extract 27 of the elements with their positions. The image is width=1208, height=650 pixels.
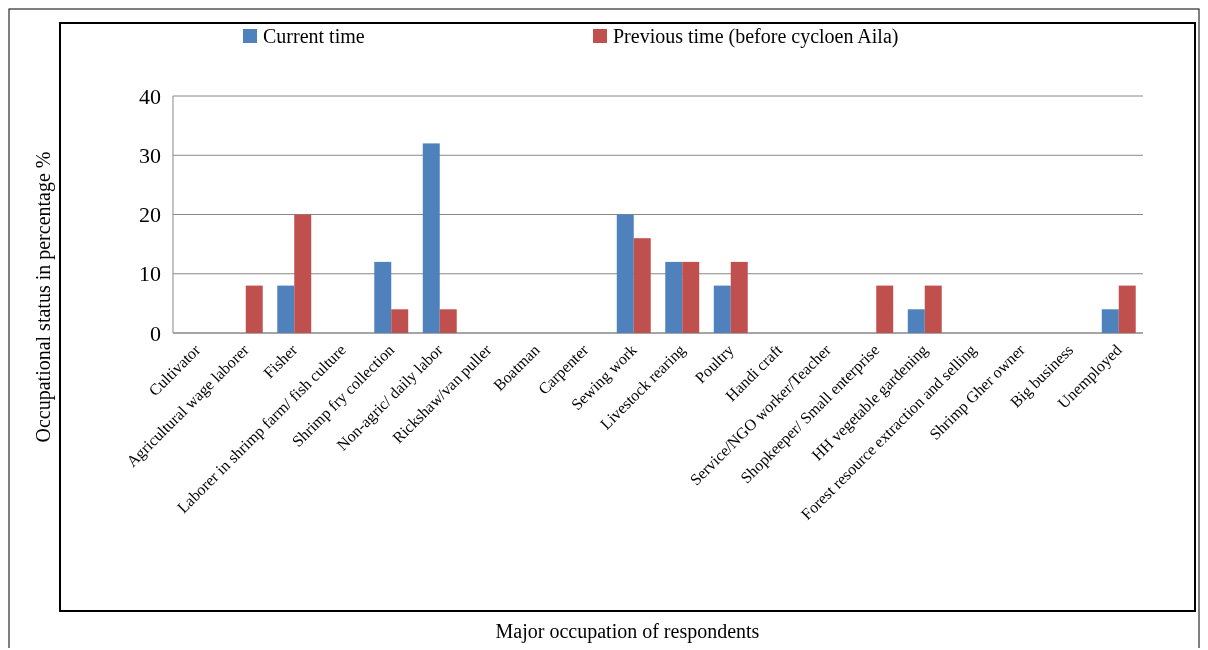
y-tick-label: 0 [150, 320, 161, 346]
bar [907, 309, 925, 333]
bar [633, 238, 651, 333]
bar [439, 309, 457, 333]
bar [1101, 309, 1119, 333]
bar [1118, 285, 1136, 333]
y-tick-label: 40 [139, 83, 161, 109]
y-tick-label: 10 [139, 261, 161, 287]
bar [277, 285, 295, 333]
x-axis-title: Major occupation of respondents [495, 620, 760, 643]
bar [924, 285, 942, 333]
bar [245, 285, 263, 333]
bar [616, 214, 634, 333]
legend-label: Current time [263, 25, 365, 47]
bar [374, 261, 392, 333]
y-tick-label: 20 [139, 202, 161, 228]
bar [294, 214, 312, 333]
bar [876, 285, 894, 333]
bar [665, 261, 683, 333]
bar [713, 285, 731, 333]
legend-label: Previous time (before cycloen Aila) [613, 25, 899, 48]
bar [391, 309, 409, 333]
bar [730, 261, 748, 333]
y-axis-title: Occupational status in percentage % [32, 151, 55, 443]
y-tick-label: 30 [139, 142, 161, 168]
bar [682, 261, 700, 333]
bar [422, 143, 440, 333]
